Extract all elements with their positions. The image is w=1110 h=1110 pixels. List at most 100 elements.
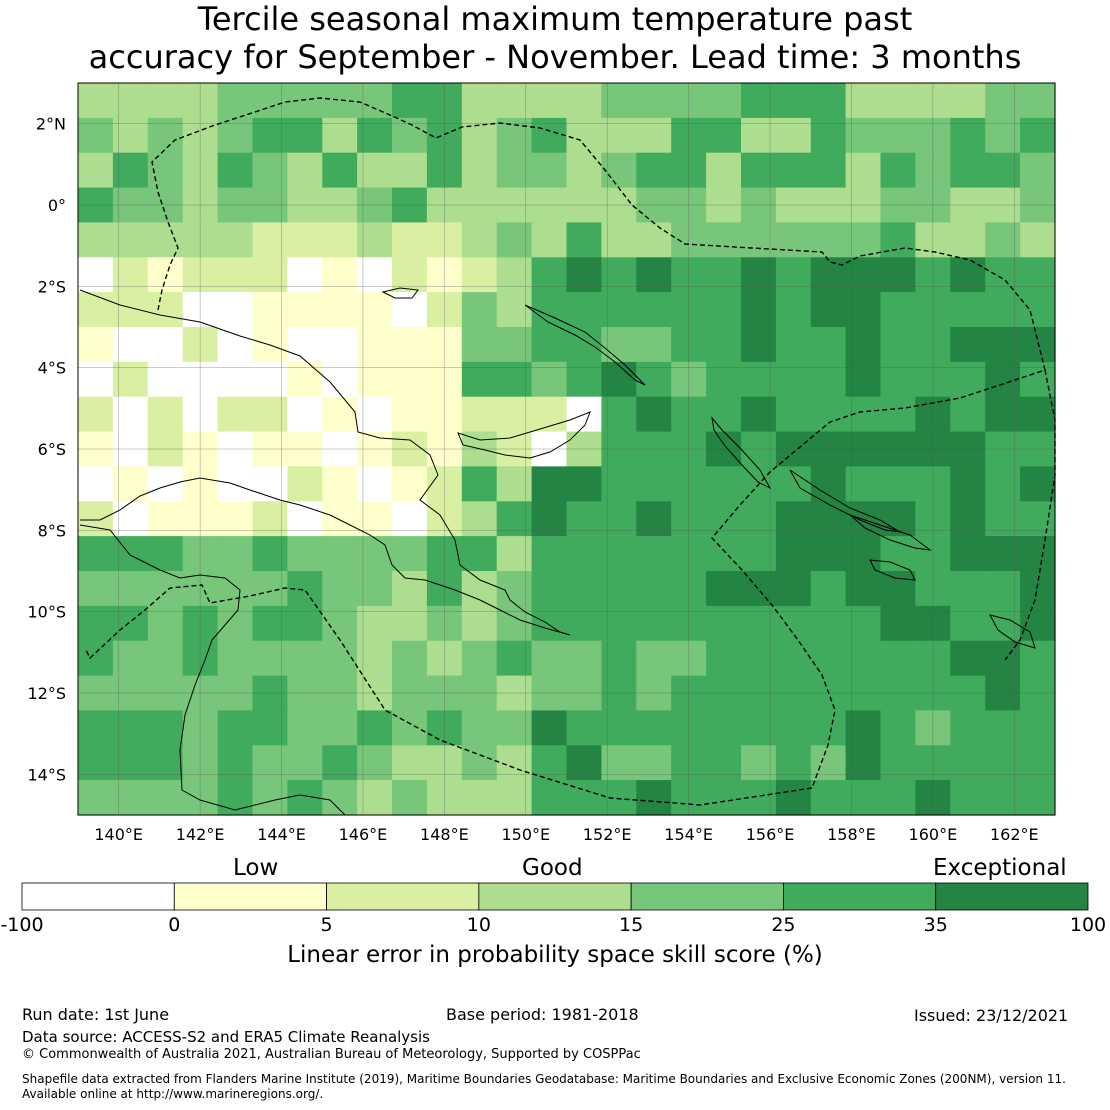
skill-cell xyxy=(636,640,672,677)
skill-cell xyxy=(322,536,358,572)
skill-cell xyxy=(1020,222,1056,258)
skill-cell xyxy=(496,640,533,677)
skill-cell xyxy=(531,292,568,328)
skill-cell xyxy=(741,675,777,712)
skill-cell xyxy=(322,257,358,293)
lat-tick-label: 2°S xyxy=(38,277,66,296)
skill-cell xyxy=(985,710,1021,746)
skill-cell xyxy=(706,745,742,781)
skill-cell xyxy=(322,571,358,607)
skill-cell xyxy=(950,466,986,502)
skill-cell xyxy=(531,780,568,816)
skill-cell xyxy=(531,327,568,363)
map-ticks: 140°E 142°E 144°E 146°E 148°E 150°E 152°E 154°E… xyxy=(27,115,1038,844)
skill-cell xyxy=(147,292,184,328)
skill-cell xyxy=(496,780,533,816)
skill-cell xyxy=(671,396,707,433)
skill-cell xyxy=(392,745,428,781)
skill-cell xyxy=(252,780,288,816)
skill-cell xyxy=(880,431,916,468)
skill-cell xyxy=(496,292,533,328)
skill-cell xyxy=(531,710,568,746)
skill-cell xyxy=(671,257,707,293)
skill-cell xyxy=(775,710,812,746)
lon-tick-label: 160°E xyxy=(909,825,958,844)
skill-cell xyxy=(880,152,916,189)
skill-cell xyxy=(671,431,707,468)
skill-cell xyxy=(915,431,951,468)
skill-cell xyxy=(775,675,812,712)
skill-cell xyxy=(252,431,288,468)
skill-cell xyxy=(78,431,114,468)
skill-cell xyxy=(147,536,184,572)
skill-cell xyxy=(880,466,916,502)
skill-cell xyxy=(880,292,916,328)
skill-cell xyxy=(1020,780,1056,816)
lat-tick-label: 10°S xyxy=(27,603,66,622)
skill-cell xyxy=(531,83,568,119)
skill-cell xyxy=(426,710,463,746)
skill-cell xyxy=(287,292,323,328)
skill-cell xyxy=(392,396,428,433)
skill-cell xyxy=(775,152,812,189)
skill-cell xyxy=(147,257,184,293)
skill-cell xyxy=(147,501,184,537)
skill-cell xyxy=(1020,257,1056,293)
skill-cell xyxy=(950,257,986,293)
skill-cell xyxy=(915,257,951,293)
skill-cell xyxy=(741,396,777,433)
skill-cell xyxy=(182,780,219,816)
skill-cell xyxy=(810,327,847,363)
australia-coast xyxy=(79,524,346,816)
skill-cell xyxy=(496,501,533,537)
skill-cell xyxy=(636,83,672,119)
skill-cell xyxy=(636,710,672,746)
skill-cell xyxy=(950,187,986,224)
skill-cell xyxy=(1020,292,1056,328)
skill-cell xyxy=(880,187,916,224)
skill-cell xyxy=(915,640,951,677)
skill-cell xyxy=(671,745,707,781)
data-source: Data source: ACCESS-S2 and ERA5 Climate … xyxy=(22,1028,430,1046)
skill-cell xyxy=(78,710,114,746)
category-exceptional: Exceptional xyxy=(933,855,1067,881)
new-guinea-coast xyxy=(79,289,571,636)
skill-cell xyxy=(147,745,184,781)
skill-cell xyxy=(217,745,254,781)
skill-cell xyxy=(950,83,986,119)
skill-cell xyxy=(147,327,184,363)
skill-cell xyxy=(392,780,428,816)
lat-tick-label: 14°S xyxy=(27,765,66,784)
skill-cell xyxy=(810,152,847,189)
skill-cell xyxy=(426,187,463,224)
skill-cell xyxy=(1020,745,1056,781)
skill-cell xyxy=(426,396,463,433)
skill-cell xyxy=(392,152,428,189)
skill-cell xyxy=(147,710,184,746)
skill-cell xyxy=(78,466,114,502)
skill-cell xyxy=(252,675,288,712)
skill-cell xyxy=(287,640,323,677)
skill-cell xyxy=(880,83,916,119)
skill-cell xyxy=(217,710,254,746)
lat-tick-label: 6°S xyxy=(38,440,66,459)
skill-cell xyxy=(810,501,847,537)
skill-cell xyxy=(182,257,219,293)
skill-cell xyxy=(392,83,428,119)
skill-cell xyxy=(915,536,951,572)
skill-cell xyxy=(636,745,672,781)
skill-cell xyxy=(426,536,463,572)
colorbar-tick-label: 0 xyxy=(168,914,181,936)
skill-cell xyxy=(671,536,707,572)
skill-cell xyxy=(880,710,916,746)
skill-cell xyxy=(496,222,533,258)
skill-cell xyxy=(147,780,184,816)
skill-cell xyxy=(671,83,707,119)
colorbar-tick-label: 10 xyxy=(466,914,491,936)
skill-cell xyxy=(706,536,742,572)
skill-cell xyxy=(566,292,602,328)
skill-cell xyxy=(182,83,219,119)
skill-cell xyxy=(566,675,602,712)
skill-cell xyxy=(78,152,114,189)
